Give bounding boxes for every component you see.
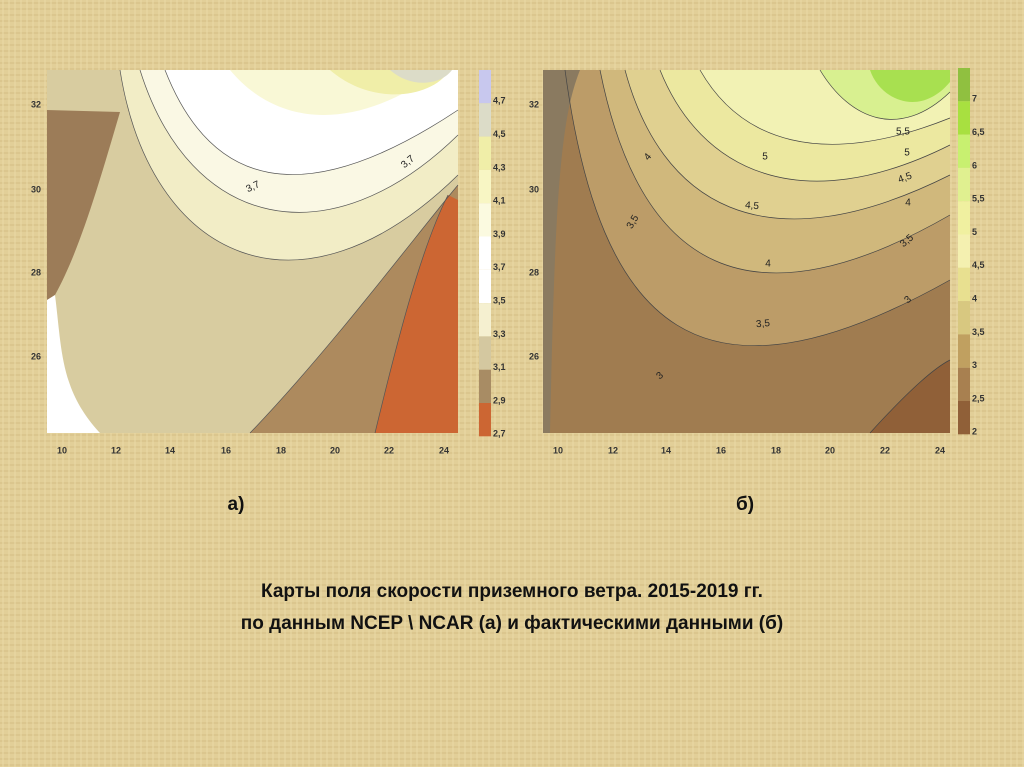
x-tick-label: 14 xyxy=(661,445,671,455)
colorbar-swatch xyxy=(958,101,970,135)
colorbar-swatch xyxy=(479,203,491,237)
y-tick-label: 28 xyxy=(529,267,539,277)
colorbar-label: 2 xyxy=(972,427,977,437)
colorbar-label: 6,5 xyxy=(972,127,985,137)
x-tick-label: 18 xyxy=(276,445,286,455)
y-tick-label: 28 xyxy=(31,267,41,277)
labels: 10 12 14 16 18 20 22 24323028264,74,54,34,13,93… xyxy=(31,68,985,515)
colorbar-label: 3,3 xyxy=(493,329,506,339)
colorbar-swatch xyxy=(479,369,491,403)
y-tick-label: 30 xyxy=(31,184,41,194)
colorbar-label: 7 xyxy=(972,94,977,104)
colorbar-swatch xyxy=(479,136,491,170)
colorbar-label: 5,5 xyxy=(972,194,985,204)
x-tick-label: 22 xyxy=(384,445,394,455)
colorbar-label: 4,7 xyxy=(493,96,506,106)
x-tick-label: 12 xyxy=(608,445,618,455)
title-line: Карты поля скорости приземного ветра. 20… xyxy=(261,581,763,602)
colorbar-swatch xyxy=(479,169,491,204)
colorbar-label: 3 xyxy=(972,360,977,370)
x-tick-label: 20 xyxy=(825,445,835,455)
x-tick-label: 20 xyxy=(330,445,340,455)
contour-label: 3 xyxy=(654,370,666,382)
colorbar-swatch xyxy=(958,234,970,268)
contour-label: 3,5 xyxy=(756,318,771,330)
contour-label: 4 xyxy=(905,198,911,209)
colorbar-label: 2,7 xyxy=(493,429,506,439)
colorbar-label: 5 xyxy=(972,227,977,237)
colorbar-swatch xyxy=(958,267,970,302)
y-tick-label: 30 xyxy=(529,184,539,194)
contour-label: 4 xyxy=(765,259,771,270)
colorbar-swatch xyxy=(958,401,970,435)
colorbar-label: 3,1 xyxy=(493,362,506,372)
x-tick-label: 10 xyxy=(57,445,67,455)
y-tick-label: 26 xyxy=(529,351,539,361)
colorbar-swatch xyxy=(958,167,970,202)
x-tick-label: 10 xyxy=(553,445,563,455)
x-tick-label: 24 xyxy=(935,445,945,455)
colorbar-label: 4 xyxy=(972,293,977,303)
colorbar-label: 4,1 xyxy=(493,196,506,206)
title-line: по данным NCEP \ NCAR (а) и фактическими… xyxy=(241,613,783,634)
contour-label: 3 xyxy=(902,294,914,306)
colorbar-label: 3,5 xyxy=(493,295,506,305)
panel-caption: а) xyxy=(228,494,245,515)
x-tick-label: 16 xyxy=(221,445,231,455)
contour-label: 3,7 xyxy=(244,179,262,195)
panel-caption: б) xyxy=(736,494,754,515)
colorbar-label: 3,7 xyxy=(493,262,506,272)
x-tick-label: 18 xyxy=(771,445,781,455)
contour-label: 5 xyxy=(762,152,768,163)
colorbar-swatch xyxy=(479,103,491,137)
x-tick-label: 12 xyxy=(111,445,121,455)
contour-label: 5 xyxy=(904,148,910,159)
colorbar-label: 2,9 xyxy=(493,395,506,405)
colorbar-swatch xyxy=(479,336,491,370)
contour-label: 4,5 xyxy=(745,200,760,212)
colorbar-label: 3,5 xyxy=(972,327,985,337)
map-b xyxy=(543,69,951,434)
x-tick-label: 22 xyxy=(880,445,890,455)
colorbar-swatch xyxy=(479,269,491,304)
colorbar-label: 4,5 xyxy=(972,260,985,270)
x-tick-label: 24 xyxy=(439,445,449,455)
colorbar-label: 2,5 xyxy=(972,393,985,403)
y-tick-label: 32 xyxy=(529,99,539,109)
contour-label: 4 xyxy=(642,151,654,163)
colorbar-swatch xyxy=(479,303,491,337)
colorbar-swatch xyxy=(958,134,970,168)
colorbar-swatch xyxy=(958,68,970,102)
contour-label: 5,5 xyxy=(896,127,910,138)
colorbar-swatch xyxy=(958,334,970,368)
colorbar-label: 6 xyxy=(972,160,977,170)
y-tick-label: 26 xyxy=(31,351,41,361)
colorbar-label: 3,9 xyxy=(493,229,506,239)
colorbar-swatch xyxy=(958,367,970,401)
colorbar-swatch xyxy=(479,70,491,104)
map-a xyxy=(47,69,459,434)
colorbar-swatch xyxy=(958,201,970,235)
colorbar-swatch xyxy=(958,301,970,335)
colorbar-label: 4,3 xyxy=(493,162,506,172)
y-tick-label: 32 xyxy=(31,99,41,109)
contour-label: 4,5 xyxy=(897,170,914,185)
colorbar-swatch xyxy=(479,236,491,270)
colorbar-label: 4,5 xyxy=(493,129,506,139)
colorbar-swatch xyxy=(479,403,491,437)
x-tick-label: 14 xyxy=(165,445,175,455)
x-tick-label: 16 xyxy=(716,445,726,455)
